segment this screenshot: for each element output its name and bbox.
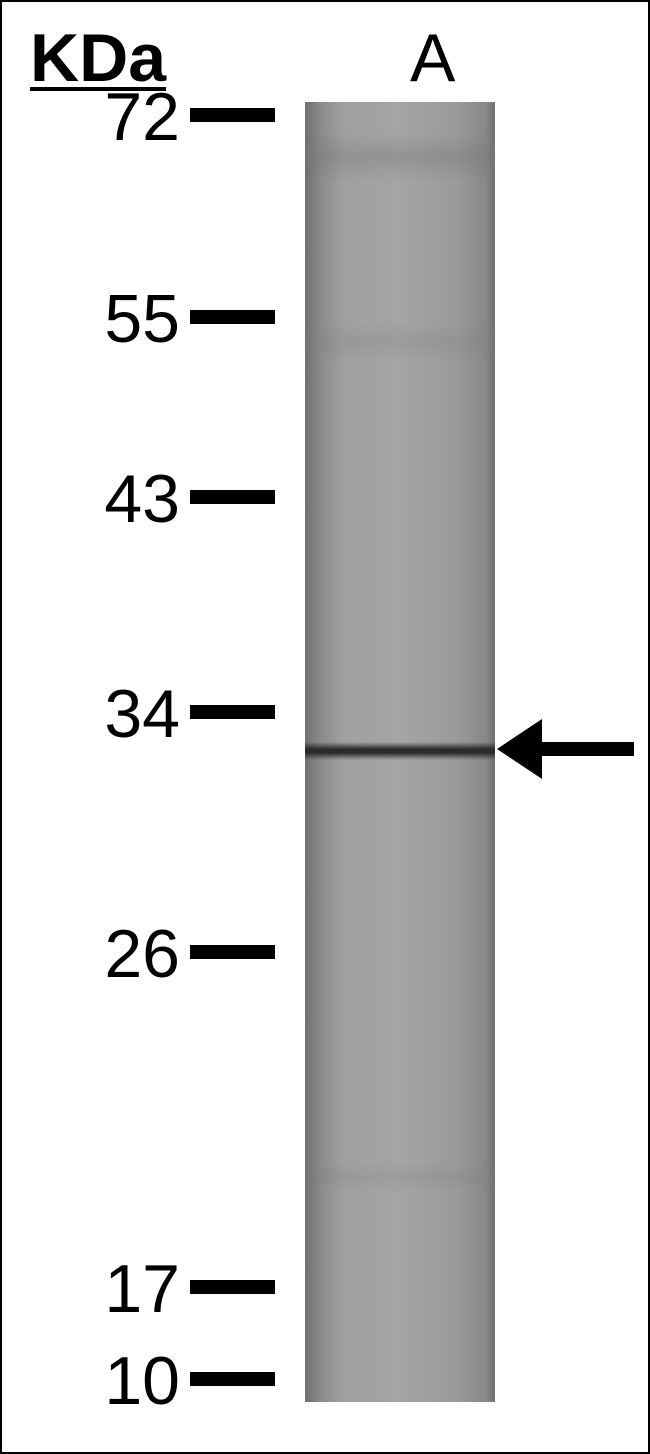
lane-noise-1 — [305, 322, 495, 362]
marker-tick-17 — [190, 1280, 275, 1294]
protein-band — [305, 742, 495, 760]
arrow-shaft — [542, 742, 634, 756]
marker-label-17: 17 — [30, 1250, 180, 1328]
marker-label-43: 43 — [30, 460, 180, 538]
marker-tick-10 — [190, 1372, 275, 1386]
blot-lane-a — [305, 102, 495, 1402]
marker-tick-72 — [190, 108, 275, 122]
band-indicator-arrow — [497, 719, 634, 779]
marker-label-26: 26 — [30, 915, 180, 993]
marker-label-10: 10 — [30, 1342, 180, 1420]
western-blot-figure: KDa A 72554334261710 — [12, 17, 638, 1437]
lane-label-a: A — [410, 19, 455, 97]
marker-label-34: 34 — [30, 675, 180, 753]
arrow-head-icon — [497, 719, 542, 779]
lane-noise-2 — [305, 1162, 495, 1192]
marker-label-55: 55 — [30, 280, 180, 358]
marker-tick-55 — [190, 310, 275, 324]
marker-tick-43 — [190, 490, 275, 504]
marker-label-72: 72 — [30, 78, 180, 156]
lane-noise-0 — [305, 132, 495, 182]
marker-tick-34 — [190, 705, 275, 719]
marker-tick-26 — [190, 945, 275, 959]
